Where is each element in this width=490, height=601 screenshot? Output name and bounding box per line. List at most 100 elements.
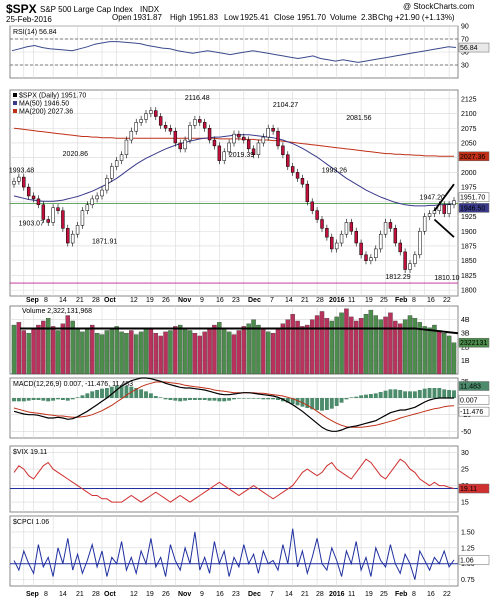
volume-bar [383,316,388,375]
volume-bar [305,324,310,375]
candle [320,219,324,229]
price-annotation: 1993.26 [322,168,347,175]
candle [388,222,393,229]
candle [246,139,251,150]
y-tick-label: 50 [461,50,469,57]
volume-bar [94,333,100,375]
macd-histogram-bar [271,398,276,400]
quote-volume: 2.3B [361,13,377,22]
volume-bar [437,330,442,375]
candle [378,233,383,250]
x-axis-label: 14 [285,591,293,598]
macd-histogram-bar [344,398,349,400]
x-axis-label-upper: 25 [380,297,388,304]
macd-histogram-bar [60,398,65,400]
x-axis-label-upper: 7 [270,297,274,304]
volume-bar [207,328,212,375]
candle [129,130,134,141]
legend-swatch [13,101,17,105]
macd-histogram-bar [12,398,16,402]
volume-bar [143,328,149,375]
ma50-badge-bg [458,203,490,213]
macd-histogram-bar [114,386,119,398]
macd-histogram-bar [16,398,21,402]
candle [261,136,266,144]
quote-volume-label: Volume [330,13,357,22]
macd-histogram-bar [236,398,241,399]
candle [193,119,197,126]
volume-bar [353,320,359,375]
rsi-badge-bg [458,42,490,53]
cpci-panel-frame [9,515,459,587]
x-axis-label: Sep [26,591,39,598]
volume-bar [187,330,193,375]
x-axis-label: 8 [412,591,416,598]
candle [271,128,275,132]
y-tick-label: 1875 [461,243,477,250]
volume-bar [441,333,447,375]
price-annotation: 1812.29 [385,274,410,281]
volume-bar [393,320,398,375]
volume-bar [168,330,173,375]
candle [36,198,41,206]
vix-panel-frame [9,445,459,513]
volume-bar [251,319,256,375]
candle [61,210,65,229]
candle [325,228,329,238]
macd-hist-badge: 11.483 [460,384,481,391]
macd-histogram-bar [315,398,320,410]
volume-bar [451,342,457,375]
candle [442,204,446,214]
legend-entry: MA(50) 1946.50 [19,101,69,108]
volume-bar [138,331,144,375]
macd-histogram-bar [295,398,300,406]
x-axis-label: 22 [443,591,451,598]
volume-bar [182,327,188,375]
macd-title: MACD(12,26,9) 0.007, -11.476, 11.483 [13,381,133,388]
macd-histogram-bar [163,398,168,400]
volume-bar [104,330,110,375]
legend-entry: MA(200) 2027.36 [19,109,73,116]
macd-histogram-bar [442,389,447,398]
macd-histogram-bar [373,393,378,398]
candle [354,231,358,244]
header-name: S&P 500 Large Cap Index [40,5,133,14]
candle [232,133,236,144]
quote-high: 1951.83 [189,13,218,22]
ma200-badge-bg [458,151,490,162]
volume-bar [300,326,305,375]
price-annotation: 1993.48 [9,168,34,175]
volume-bar [373,315,379,375]
volume-bar [290,314,295,375]
macd-badge: 0.007 [460,398,478,405]
volume-bar [236,330,242,375]
x-axis-label: 16 [427,591,435,598]
x-axis-label: 23 [232,591,240,598]
volume-bar [256,324,261,375]
x-axis-label: Oct [104,591,116,598]
macd-histogram-bar [51,398,56,401]
macd-histogram-bar [349,397,354,398]
y-tick-label: 2000 [461,170,477,177]
volume-panel: 1B 2B 3B 4B Volume 2,322,131,968 2322131 [9,305,490,375]
candle [222,151,226,161]
macd-histogram-bar [422,388,427,398]
volume-bar [417,322,423,375]
quote-chg: +21.90 (+1.13%) [395,13,455,22]
x-axis-label-upper: 23 [232,297,240,304]
candle [242,136,246,141]
candle [447,204,451,214]
macd-signal-line [13,381,455,428]
candle [359,242,363,256]
volume-bar [31,327,36,375]
y-tick-label: 1B [461,358,470,365]
x-axis-label-upper: Nov [178,297,191,304]
macd-histogram-bar [320,398,324,411]
volume-bar [412,318,418,375]
volume-bar [114,326,119,375]
volume-bar [50,326,56,375]
y-tick-label: 2075 [461,126,477,133]
macd-histogram-bar [324,398,329,410]
candle [95,195,99,200]
macd-histogram-bar [339,398,344,403]
